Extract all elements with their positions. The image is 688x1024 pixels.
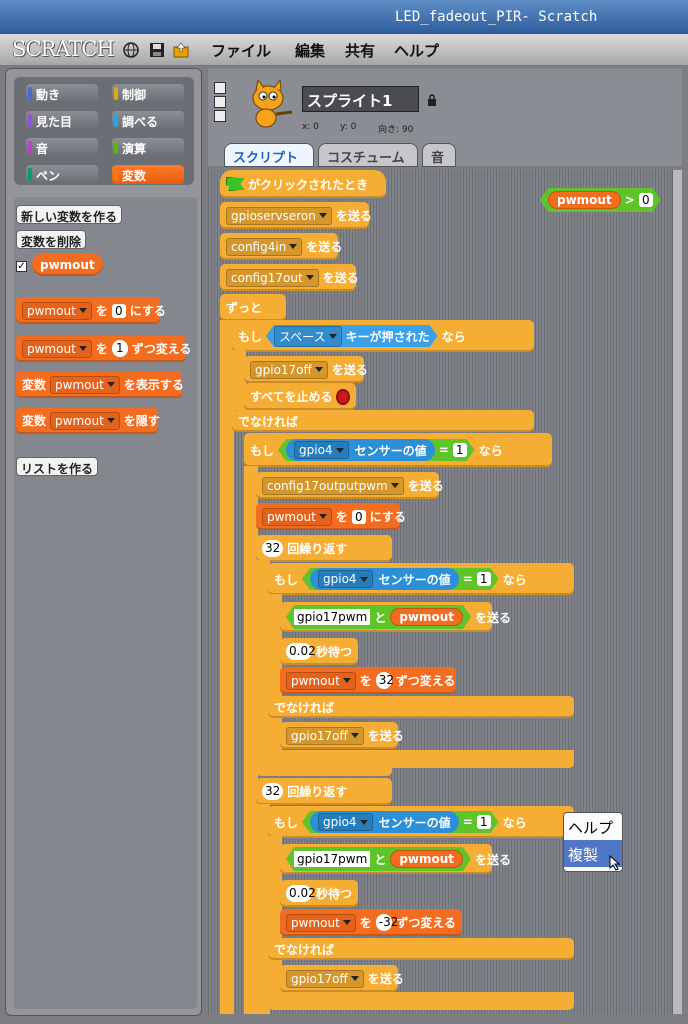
- category-control[interactable]: 制御: [112, 84, 184, 103]
- category-looks[interactable]: 見た目: [26, 111, 98, 130]
- sprite-x: x: 0: [302, 122, 319, 132]
- context-menu-duplicate[interactable]: 複製: [564, 840, 622, 867]
- broadcast-block[interactable]: gpio17off を送る: [280, 722, 404, 749]
- green-flag-icon: [226, 177, 244, 191]
- broadcast-block[interactable]: gpioservseron を送る: [220, 202, 372, 229]
- tab-sounds[interactable]: 音: [422, 143, 456, 167]
- stop-all-block[interactable]: すべてを止める: [244, 383, 356, 410]
- broadcast-block[interactable]: gpio17off を送る: [244, 356, 368, 383]
- change-variable-block[interactable]: pwmout を 32 ずつ変える: [280, 667, 456, 694]
- variable-dropdown[interactable]: pwmout: [22, 301, 92, 320]
- hide-variable-block[interactable]: 変数 pwmout を隠す: [16, 407, 160, 434]
- equals-boolean[interactable]: gpio4 センサーの値 = 1: [278, 439, 475, 461]
- wait-block[interactable]: 0.02 秒待つ: [280, 638, 358, 665]
- else-label: でなければ: [268, 696, 574, 718]
- tab-costumes[interactable]: コスチューム: [318, 143, 418, 167]
- show-variable-block[interactable]: 変数 pwmout を表示する: [16, 371, 184, 398]
- category-sound[interactable]: 音: [26, 138, 98, 157]
- category-sensing[interactable]: 調べる: [112, 111, 184, 130]
- when-flag-clicked-block[interactable]: がクリックされたとき: [220, 170, 386, 198]
- menu-file[interactable]: ファイル: [211, 42, 272, 60]
- cat-sprite-thumbnail-icon: [252, 80, 293, 128]
- new-variable-button[interactable]: 新しい変数を作る: [16, 205, 123, 224]
- mouse-cursor-icon: [609, 855, 621, 871]
- context-menu-help[interactable]: ヘルプ: [568, 819, 614, 837]
- wait-block[interactable]: 0.02 秒待つ: [280, 880, 358, 907]
- sprite-y: y: 0: [340, 122, 357, 132]
- set-variable-block[interactable]: pwmout を 0 にする: [256, 503, 406, 530]
- menubar: SCRATCH ファイル 編集 共有 ヘルプ: [0, 34, 688, 66]
- broadcast-block[interactable]: config17outputpwm を送る: [256, 472, 444, 499]
- vertical-scrollbar[interactable]: [672, 170, 682, 1014]
- category-pen[interactable]: ペン: [26, 165, 98, 184]
- broadcast-block[interactable]: config17out を送る: [220, 264, 359, 291]
- rotation-style-buttons[interactable]: [214, 82, 228, 124]
- window-title: LED_fadeout_PIR- Scratch: [395, 9, 598, 25]
- greater-than-block[interactable]: pwmout > 0: [540, 188, 661, 212]
- broadcast-join-block[interactable]: gpio17pwm と pwmout を送る: [280, 844, 511, 874]
- repeat-block[interactable]: 32 回繰り返す: [256, 535, 392, 562]
- variable-dropdown[interactable]: pwmout: [22, 339, 92, 358]
- category-selector: 動き 制御 見た目 調べる 音 演算 ペン 変数: [14, 77, 194, 185]
- blocks-palette: 新しい変数を作る 変数を削除 ✓ pwmout pwmout を 0 にする p…: [14, 197, 197, 1009]
- new-list-button[interactable]: リストを作る: [16, 457, 99, 476]
- stop-sign-icon: [336, 388, 350, 405]
- flip-lr-icon[interactable]: [214, 96, 226, 108]
- category-motion[interactable]: 動き: [26, 84, 98, 103]
- if-else-block[interactable]: もし gpio4 センサーの値 = 1 なら: [268, 563, 574, 595]
- variable-dropdown[interactable]: pwmout: [50, 375, 120, 394]
- change-variable-block[interactable]: pwmout を 1 ずつ変える: [16, 335, 191, 362]
- lock-icon[interactable]: [427, 94, 437, 106]
- share-upload-icon[interactable]: [173, 42, 189, 58]
- rotate-all-icon[interactable]: [214, 82, 226, 94]
- sprite-name-field[interactable]: スプライト1: [302, 86, 419, 112]
- left-panel: 動き 制御 見た目 調べる 音 演算 ペン 変数 新しい変数を作る 変数を削除 …: [5, 68, 202, 1016]
- delete-variable-button[interactable]: 変数を削除: [16, 230, 87, 249]
- if-else-block[interactable]: もし スペース キーが押された なら: [232, 320, 534, 352]
- language-globe-icon[interactable]: [123, 42, 139, 58]
- key-pressed-boolean[interactable]: スペース キーが押された: [266, 325, 438, 347]
- sprite-direction: 向き: 90: [378, 125, 414, 135]
- category-operators[interactable]: 演算: [112, 138, 184, 157]
- window-titlebar: LED_fadeout_PIR- Scratch: [0, 0, 688, 34]
- if-else-block[interactable]: もし gpio4 センサーの値 = 1 なら: [244, 433, 552, 467]
- sensor-value-reporter[interactable]: gpio4 センサーの値: [286, 439, 435, 461]
- if-else-block[interactable]: もし gpio4 センサーの値 = 1 なら: [268, 806, 574, 838]
- category-variables[interactable]: 変数: [112, 165, 184, 184]
- change-variable-block[interactable]: pwmout を -32 ずつ変える: [280, 909, 462, 936]
- variable-reporter-pwmout[interactable]: pwmout: [32, 253, 103, 276]
- no-rotate-icon[interactable]: [214, 110, 226, 122]
- menu-help[interactable]: ヘルプ: [394, 42, 440, 60]
- variable-checkbox[interactable]: ✓: [16, 261, 27, 272]
- else-label: でなければ: [268, 938, 574, 960]
- broadcast-join-block[interactable]: gpio17pwm と pwmout を送る: [280, 602, 511, 632]
- menu-share[interactable]: 共有: [345, 42, 376, 60]
- broadcast-block[interactable]: config4in を送る: [220, 233, 342, 260]
- repeat-block[interactable]: 32 回繰り返す: [256, 778, 392, 805]
- save-icon[interactable]: [149, 42, 165, 58]
- script-area: がクリックされたとき gpioservseron を送る config4in を…: [208, 170, 672, 1014]
- menu-edit[interactable]: 編集: [295, 42, 326, 60]
- set-variable-block[interactable]: pwmout を 0 にする: [16, 297, 166, 324]
- scratch-logo: SCRATCH: [12, 37, 115, 61]
- variable-dropdown[interactable]: pwmout: [50, 411, 120, 430]
- tab-scripts[interactable]: スクリプト: [224, 143, 314, 167]
- forever-block[interactable]: ずっと: [220, 294, 286, 321]
- else-label: でなければ: [232, 410, 534, 432]
- broadcast-block[interactable]: gpio17off を送る: [280, 965, 404, 992]
